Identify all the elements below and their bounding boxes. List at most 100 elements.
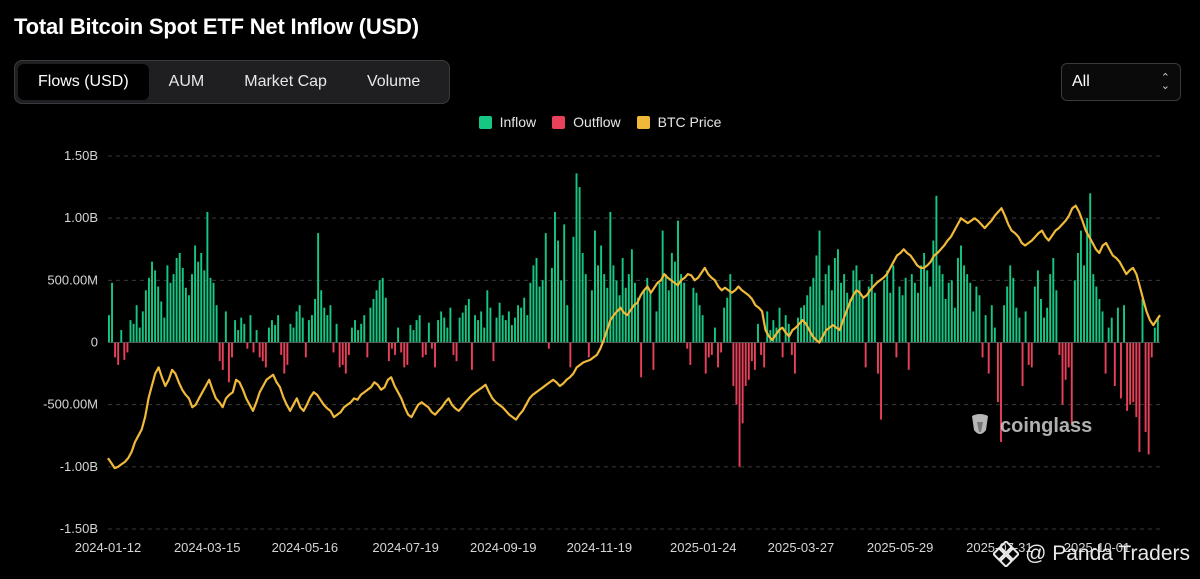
chart-legend: Inflow Outflow BTC Price: [0, 114, 1200, 130]
inflow-bar: [606, 287, 609, 343]
inflow-bar: [187, 295, 190, 343]
inflow-bar: [603, 274, 606, 343]
inflow-bar: [166, 265, 169, 343]
outflow-bar: [1061, 342, 1064, 405]
inflow-bar: [504, 320, 507, 343]
inflow-bar: [904, 277, 907, 343]
inflow-bar: [926, 270, 929, 343]
outflow-bar: [366, 342, 369, 358]
inflow-bar: [397, 327, 400, 343]
legend-item-outflow[interactable]: Outflow: [552, 114, 621, 130]
inflow-bar: [634, 282, 636, 343]
inflow-bar: [483, 327, 486, 343]
inflow-bar: [510, 325, 513, 343]
inflow-bar: [944, 298, 947, 343]
outflow-bar: [760, 342, 763, 355]
inflow-bar: [415, 320, 418, 343]
inflow-bar: [1003, 305, 1006, 343]
tab-market-cap[interactable]: Market Cap: [244, 73, 327, 90]
legend-item-inflow[interactable]: Inflow: [478, 114, 536, 130]
outflow-bar: [227, 342, 230, 383]
outflow-bar: [452, 342, 455, 355]
btc-price-line: [107, 204, 1161, 470]
inflow-bar: [446, 327, 449, 343]
inflow-bar: [163, 317, 166, 343]
outflow-bar: [430, 342, 433, 349]
inflow-bar: [523, 297, 526, 343]
outflow-bar: [987, 342, 990, 374]
inflow-bar: [1055, 290, 1058, 343]
inflow-bar: [892, 265, 895, 343]
inflow-bar: [932, 240, 935, 343]
outflow-bar: [547, 342, 550, 349]
range-select[interactable]: All ⌃ ⌄: [1061, 63, 1181, 101]
outflow-bar: [790, 342, 793, 355]
inflow-bar: [969, 282, 972, 343]
inflow-bar: [661, 230, 664, 343]
y-tick-label: -1.50B: [60, 521, 98, 536]
inflow-bar: [803, 305, 806, 343]
outflow-bar: [341, 342, 344, 365]
inflow-bar: [194, 245, 197, 343]
inflow-bar: [178, 252, 181, 343]
legend-item-btc-price[interactable]: BTC Price: [636, 114, 721, 130]
inflow-bar: [655, 311, 658, 343]
inflow-bar: [538, 286, 541, 343]
inflow-bar: [267, 327, 270, 343]
inflow-bar: [812, 277, 815, 343]
inflow-bar: [815, 255, 818, 343]
inflow-bar: [298, 305, 301, 343]
inflow-bar: [818, 230, 821, 343]
inflow-bar: [138, 327, 141, 343]
inflow-bar: [320, 290, 323, 343]
outflow-bar: [707, 342, 710, 358]
tab-flows[interactable]: Flows (USD): [18, 64, 149, 100]
outflow-bar: [793, 342, 796, 374]
binance-logo-icon: [993, 541, 1020, 567]
outflow-bar: [455, 342, 458, 362]
tab-aum[interactable]: AUM: [168, 73, 205, 90]
inflow-bar: [541, 280, 544, 343]
inflow-bar: [627, 274, 630, 343]
inflow-bar: [993, 327, 996, 343]
outflow-bar: [1135, 342, 1138, 418]
inflow-bar: [1123, 305, 1125, 343]
inflow-bar: [1036, 270, 1039, 343]
inflow-bar: [978, 295, 981, 343]
outflow-bar: [1138, 342, 1141, 452]
outflow-bar: [114, 342, 117, 358]
inflow-bar: [1086, 218, 1089, 343]
outflow-bar: [1064, 342, 1067, 380]
inflow-bar: [975, 286, 978, 343]
inflow-bar: [501, 315, 504, 343]
outflow-bar: [332, 342, 335, 353]
inflow-bar: [486, 290, 489, 343]
inflow-bar: [323, 307, 326, 343]
inflow-bar: [529, 282, 532, 343]
inflow-bar: [314, 298, 316, 343]
inflow-bar: [938, 265, 941, 343]
inflow-bar: [621, 257, 624, 343]
inflow-bar: [1156, 317, 1159, 343]
inflow-bar: [203, 270, 206, 343]
inflow-bar: [984, 315, 987, 343]
inflow-bar: [175, 257, 178, 343]
inflow-bar: [295, 311, 298, 343]
inflow-bar: [495, 317, 498, 343]
inflow-bar: [658, 282, 661, 343]
inflow-bar: [271, 320, 273, 343]
tab-volume[interactable]: Volume: [366, 73, 421, 90]
inflow-bar: [1110, 317, 1113, 343]
inflow-bar: [557, 240, 560, 343]
inflow-bar: [664, 274, 667, 343]
x-tick-label: 2024-05-16: [272, 540, 339, 555]
inflow-bar: [846, 292, 849, 343]
inflow-bar: [873, 292, 876, 343]
inflow-bar: [726, 297, 729, 343]
outflow-bar: [1132, 342, 1135, 403]
x-tick-label: 2025-10-01: [1064, 540, 1131, 555]
legend-swatch-btc-price: [636, 115, 650, 129]
inflow-bar: [437, 320, 440, 343]
inflow-bar: [141, 311, 144, 343]
